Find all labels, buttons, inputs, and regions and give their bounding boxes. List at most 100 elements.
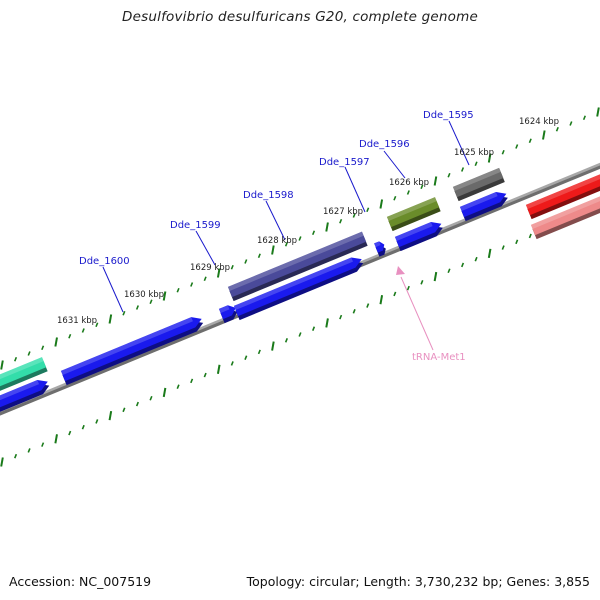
scale-label-1626: 1626 kbp [389,178,429,188]
outer-tick [95,322,99,328]
outer-tick [501,149,505,155]
gene-dde-1596-highlight [452,167,501,191]
inner-tick [81,424,85,430]
inner-tick [0,457,4,467]
scale-label-1625: 1625 kbp [454,148,494,158]
outer-tick [244,259,248,264]
inner-tick [312,326,316,332]
gene-label-dde-1599[interactable]: Dde_1599 [170,220,221,231]
scale-label-1628: 1628 kbp [257,236,297,246]
outer-tick [433,176,438,186]
inner-tick [68,430,72,436]
outer-tick [68,333,72,339]
outer-tick [14,356,18,362]
scale-label-1629: 1629 kbp [190,263,230,273]
trna-marker [396,266,405,275]
gene-dde-1600 [60,317,202,382]
inner-tick [135,401,139,407]
gene-dde-1595-highlight [459,192,498,211]
inner-tick [501,245,505,250]
gene-dde-1599-highlight [218,305,230,313]
inner-tick [271,341,275,351]
leader-line-trna [400,276,434,351]
inner-tick [474,256,478,262]
gene-dde-1598-lower-highlight [233,257,353,310]
genome-summary-text: Topology: circular; Length: 3,730,232 bp… [246,574,590,589]
gene-label-dde-1597[interactable]: Dde_1597 [319,157,370,168]
scale-label-1631: 1631 kbp [57,316,97,326]
gene-dde-1596-lower [394,222,442,248]
gene-dde-1596-lower-highlight [394,222,433,241]
outer-tick [325,222,329,232]
label-leader-lines [102,120,470,351]
scale-label-1630: 1630 kbp [124,290,164,300]
outer-tick-ring [0,107,600,370]
gene-dde-1598-highlight [227,231,364,291]
inner-tick [325,318,329,328]
gene-blue-left [0,379,48,408]
inner-tick [406,285,410,291]
leader-line-1 [383,150,406,179]
map-title: Desulfovibrio desulfuricans G20, complet… [122,9,478,25]
outer-tick [203,276,207,282]
gene-label-dde-1598[interactable]: Dde_1598 [243,190,294,201]
outer-tick [515,144,519,149]
outer-tick [393,195,397,201]
gene-blue-left-highlight [0,379,40,401]
gene-label-dde-1600[interactable]: Dde_1600 [79,256,130,267]
outer-tick [27,351,31,356]
outer-tick [528,138,532,144]
outer-tick [230,264,234,270]
outer-tick [41,345,45,351]
inner-tick [41,442,45,447]
leader-line-5 [102,266,124,313]
outer-tick [487,153,492,163]
gene-pink-right-highlight [530,196,600,229]
inner-tick [366,303,370,308]
gene-red-right-highlight [525,174,600,209]
leader-line-4 [195,230,216,266]
outer-tick [298,236,302,241]
inner-tick [461,262,465,268]
gene-dde-1600-highlight [60,317,193,375]
gene-label-dde-1596[interactable]: Dde_1596 [359,139,410,150]
inner-tick [122,407,126,413]
scale-label-1624: 1624 kbp [519,117,559,127]
inner-tick [95,419,99,424]
outer-tick [352,213,356,218]
outer-tick [596,107,600,117]
inner-tick [284,337,288,343]
inner-tick [14,453,18,459]
inner-tick [433,271,438,282]
inner-tick [54,434,58,444]
outer-tick [461,167,465,172]
inner-tick [190,378,194,384]
inner-tick [257,349,261,355]
gene-label-dde-1595[interactable]: Dde_1595 [423,110,474,121]
outer-tick [54,337,58,347]
outer-tick [108,314,113,324]
inner-tick [27,448,31,453]
outer-tick [284,241,288,247]
gene-dde-1598-lower [233,257,362,317]
inner-tick [108,410,113,421]
outer-tick [149,299,153,305]
trna-label-met1[interactable]: tRNA-Met1 [412,352,466,363]
leader-line-2 [344,166,366,213]
outer-tick [406,190,410,195]
outer-tick [420,184,424,190]
gene-track [0,167,600,412]
inner-tick [176,384,180,389]
inner-tick [515,239,519,245]
outer-tick [447,172,451,178]
outer-tick [379,199,384,209]
outer-tick [312,230,316,236]
gene-teal-left-highlight [0,357,44,380]
outer-tick [216,268,221,278]
gene-small-1597-highlight [374,241,381,248]
outer-tick [542,130,546,140]
outer-tick [366,207,370,213]
inner-tick [352,309,356,314]
accession-text: Accession: NC_007519 [9,574,152,589]
